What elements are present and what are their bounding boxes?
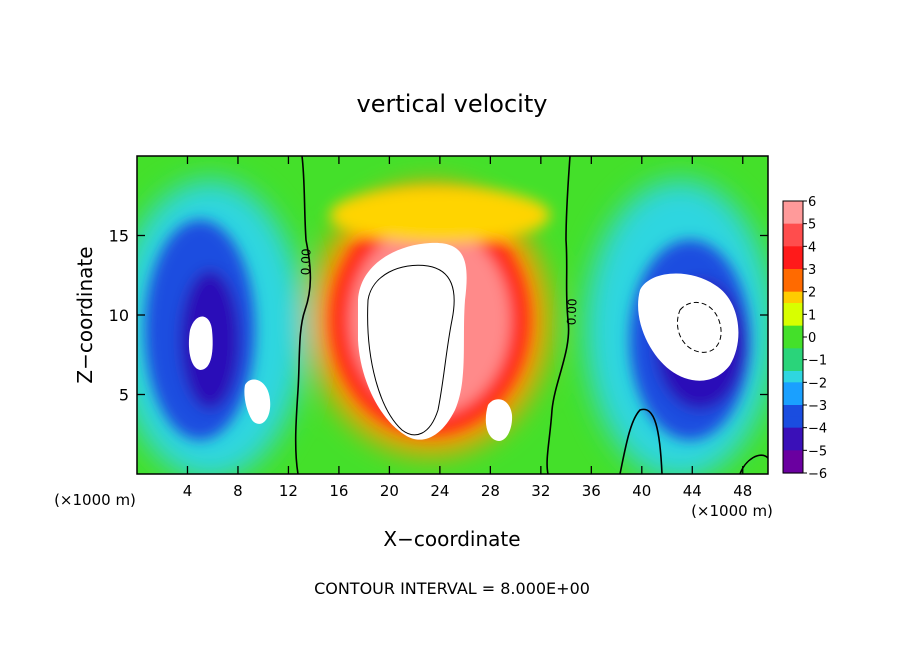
colorbar-tick-label: 1 [808, 308, 816, 323]
colorbar-bin [783, 325, 803, 338]
contour-interval-footer: CONTOUR INTERVAL = 8.000E+00 [314, 579, 590, 598]
x-tick-label: 44 [683, 482, 702, 500]
colorbar-tick-label: 2 [808, 286, 816, 301]
updraft-core-white-small [485, 399, 513, 441]
colorbar-bin [783, 212, 803, 225]
colorbar-bin [783, 393, 803, 406]
colorbar-bin [783, 382, 803, 395]
contour-updraft-inner [367, 264, 455, 436]
colorbar-tick-label: −2 [808, 376, 827, 391]
x-tick-label: 32 [531, 482, 550, 500]
y-axis: 5 10 15 [109, 227, 768, 405]
colorbar-bin [783, 223, 803, 236]
contour-left [294, 156, 312, 474]
colorbar-bin [783, 269, 803, 281]
contour-right-lower [619, 408, 663, 474]
colorbar-bin [783, 291, 803, 304]
x-unit-left: (×1000 m) [54, 491, 136, 509]
colorbar-bin [783, 246, 803, 259]
colorbar-tick-label: −6 [808, 467, 827, 482]
y-tick-label: 15 [109, 227, 129, 246]
x-tick-label: 48 [733, 482, 752, 500]
y-tick-label: 10 [109, 306, 129, 325]
colorbar-bin [783, 337, 803, 349]
colorbar-bin [783, 348, 803, 361]
heatmap-field [137, 156, 768, 474]
colorbar-tick-label: 0 [808, 331, 816, 346]
colorbar-tick-label: −1 [808, 354, 827, 369]
colorbar-bin [783, 303, 803, 315]
colorbar-bin [783, 450, 803, 463]
contour-right-dashed [677, 302, 722, 353]
x-axis: 4 8 12 16 20 24 28 32 36 40 44 48 [183, 156, 752, 500]
colorbar-bin [783, 371, 803, 383]
right-core-white [638, 273, 739, 381]
colorbar-bin [783, 461, 803, 474]
colorbar-bin [783, 359, 803, 372]
x-tick-label: 12 [279, 482, 298, 500]
colorbar-tick-label: 5 [808, 218, 816, 233]
x-tick-label: 4 [183, 482, 193, 500]
contour-right [546, 156, 571, 474]
x-axis-label: X−coordinate [383, 527, 520, 551]
colorbar-tick-label: −4 [808, 422, 827, 437]
colorbar: 6 5 4 3 2 1 0 −1 −2 −3 −4 −5 −6 [782, 195, 827, 482]
x-tick-label: 28 [481, 482, 500, 500]
colorbar-tick-label: −5 [808, 444, 827, 459]
colorbar-tick-label: −3 [808, 399, 827, 414]
colorbar-tick-label: 6 [808, 195, 816, 210]
colorbar-bin [783, 257, 803, 270]
inner-contours [367, 264, 722, 436]
colorbar-tick-label: 3 [808, 263, 816, 278]
contour-label-right: 0.00 [565, 298, 580, 325]
updraft-core-white [358, 242, 467, 440]
x-tick-label: 36 [582, 482, 601, 500]
chart-title: vertical velocity [357, 90, 548, 118]
x-tick-label: 24 [430, 482, 449, 500]
colorbar-bin [783, 427, 803, 440]
colorbar-bin [783, 201, 803, 213]
contour-far-right [739, 454, 768, 474]
x-tick-label: 16 [329, 482, 348, 500]
y-axis-label: Z−coordinate [73, 246, 97, 383]
y-tick-label: 5 [119, 386, 129, 405]
colorbar-tick-label: 4 [808, 240, 816, 255]
colorbar-bin [783, 405, 803, 417]
zero-contours [294, 156, 768, 474]
colorbar-bin [783, 416, 803, 429]
x-tick-label: 40 [632, 482, 651, 500]
colorbar-bin [783, 314, 803, 327]
colorbar-bin [783, 439, 803, 451]
x-unit-right: (×1000 m) [691, 502, 773, 520]
colorbar-bin [783, 235, 803, 247]
colorbar-bin [783, 280, 803, 293]
x-tick-label: 20 [380, 482, 399, 500]
anvil-top [330, 187, 550, 243]
left-core-white-2 [244, 379, 271, 424]
x-tick-label: 8 [233, 482, 243, 500]
contour-label-left: 0.00 [299, 248, 314, 275]
left-core-white [188, 316, 213, 370]
